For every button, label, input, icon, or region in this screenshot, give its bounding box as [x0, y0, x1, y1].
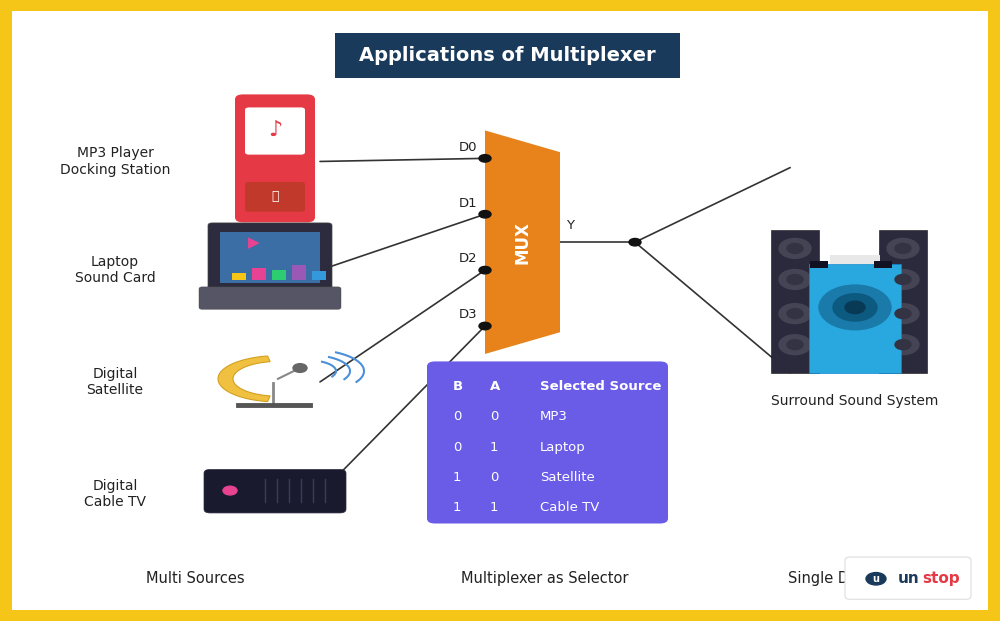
FancyBboxPatch shape [208, 223, 332, 290]
Text: MUX: MUX [514, 220, 532, 264]
FancyBboxPatch shape [874, 261, 892, 268]
Text: ▶: ▶ [248, 235, 260, 250]
FancyBboxPatch shape [810, 261, 828, 268]
Text: Applications of Multiplexer: Applications of Multiplexer [359, 46, 656, 65]
Circle shape [895, 309, 911, 319]
FancyBboxPatch shape [232, 273, 246, 280]
Text: 1: 1 [490, 440, 498, 453]
Circle shape [479, 322, 491, 330]
Circle shape [779, 335, 811, 355]
Text: Y: Y [566, 219, 574, 232]
Text: 0: 0 [490, 410, 498, 423]
Circle shape [895, 243, 911, 253]
Text: MP3: MP3 [540, 410, 568, 423]
FancyBboxPatch shape [845, 557, 971, 599]
Text: 1: 1 [453, 471, 462, 484]
Text: D0: D0 [458, 141, 477, 153]
FancyBboxPatch shape [830, 255, 880, 264]
Circle shape [845, 301, 865, 314]
FancyBboxPatch shape [335, 33, 680, 78]
Circle shape [866, 573, 886, 585]
Text: D2: D2 [458, 253, 477, 265]
Circle shape [779, 270, 811, 289]
Circle shape [833, 294, 877, 321]
Polygon shape [218, 356, 270, 402]
Circle shape [787, 274, 803, 284]
Text: Cable TV: Cable TV [540, 501, 599, 514]
Text: B: B [453, 379, 463, 392]
Text: 0: 0 [453, 440, 461, 453]
Text: 1: 1 [490, 501, 498, 514]
Circle shape [629, 238, 641, 246]
Circle shape [887, 304, 919, 324]
Circle shape [779, 238, 811, 258]
Text: 1: 1 [453, 501, 462, 514]
Circle shape [223, 486, 237, 495]
Text: ♪: ♪ [268, 120, 282, 140]
Text: u: u [872, 574, 880, 584]
Circle shape [787, 340, 803, 350]
Circle shape [479, 211, 491, 218]
Text: Digital
Cable TV: Digital Cable TV [84, 479, 146, 509]
Text: Satellite: Satellite [540, 471, 595, 484]
Text: D3: D3 [458, 309, 477, 321]
FancyBboxPatch shape [427, 361, 668, 524]
Text: 0: 0 [490, 471, 498, 484]
Circle shape [479, 266, 491, 274]
Text: Digital
Satellite: Digital Satellite [87, 367, 144, 397]
Text: 0: 0 [453, 410, 461, 423]
FancyBboxPatch shape [204, 469, 346, 513]
Circle shape [787, 309, 803, 319]
Circle shape [887, 238, 919, 258]
FancyBboxPatch shape [771, 230, 819, 373]
Circle shape [787, 243, 803, 253]
Text: Selected Source: Selected Source [540, 379, 661, 392]
Text: stop: stop [922, 571, 960, 586]
Circle shape [779, 304, 811, 324]
Text: A: A [490, 379, 500, 392]
Text: un: un [898, 571, 920, 586]
FancyBboxPatch shape [809, 264, 901, 373]
Text: Multiplexer as Selector: Multiplexer as Selector [461, 571, 629, 586]
FancyBboxPatch shape [199, 287, 341, 309]
FancyBboxPatch shape [12, 11, 988, 610]
Circle shape [895, 274, 911, 284]
FancyBboxPatch shape [235, 94, 315, 222]
FancyBboxPatch shape [272, 270, 286, 280]
Text: Laptop: Laptop [540, 440, 586, 453]
FancyBboxPatch shape [245, 182, 305, 212]
Polygon shape [485, 130, 560, 354]
FancyBboxPatch shape [252, 268, 266, 280]
Circle shape [887, 270, 919, 289]
Circle shape [479, 155, 491, 162]
Circle shape [887, 335, 919, 355]
Circle shape [819, 285, 891, 330]
Text: MP3 Player
Docking Station: MP3 Player Docking Station [60, 147, 170, 176]
FancyBboxPatch shape [879, 230, 927, 373]
Text: Multi Sources: Multi Sources [146, 571, 244, 586]
Text: ⏸: ⏸ [271, 191, 279, 203]
Circle shape [293, 364, 307, 373]
Text: D1: D1 [458, 197, 477, 209]
Text: Laptop
Sound Card: Laptop Sound Card [75, 255, 155, 285]
FancyBboxPatch shape [220, 232, 320, 283]
Text: Single Destination: Single Destination [788, 571, 922, 586]
FancyBboxPatch shape [292, 265, 306, 280]
FancyBboxPatch shape [245, 107, 305, 155]
FancyBboxPatch shape [312, 271, 326, 280]
Circle shape [895, 340, 911, 350]
Text: Surround Sound System: Surround Sound System [771, 394, 939, 407]
